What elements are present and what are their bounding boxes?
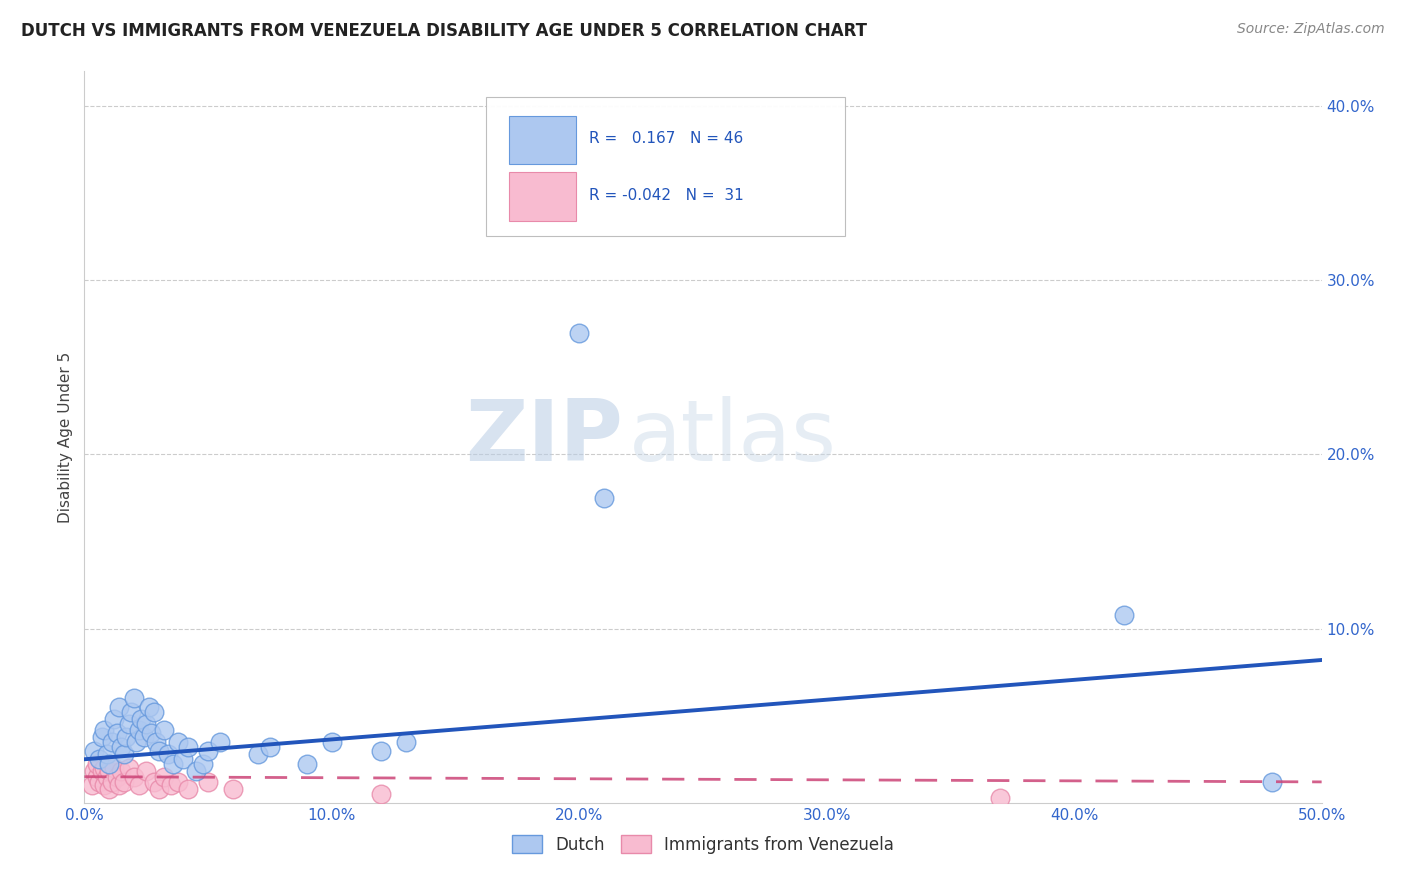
FancyBboxPatch shape — [486, 97, 845, 235]
Point — [118, 717, 141, 731]
Point — [145, 735, 167, 749]
Text: DUTCH VS IMMIGRANTS FROM VENEZUELA DISABILITY AGE UNDER 5 CORRELATION CHART: DUTCH VS IMMIGRANTS FROM VENEZUELA DISAB… — [21, 22, 868, 40]
Point — [93, 761, 115, 775]
Point — [197, 775, 219, 789]
Point — [105, 726, 128, 740]
Point — [184, 764, 207, 779]
Point — [148, 743, 170, 757]
Point — [148, 781, 170, 796]
Point — [118, 761, 141, 775]
Point — [138, 700, 160, 714]
Point — [128, 723, 150, 737]
Point — [115, 730, 138, 744]
Point — [112, 775, 135, 789]
Point — [246, 747, 269, 761]
Point — [197, 743, 219, 757]
Point — [321, 735, 343, 749]
Point — [120, 705, 142, 719]
Legend: Dutch, Immigrants from Venezuela: Dutch, Immigrants from Venezuela — [505, 829, 901, 860]
Point — [152, 770, 174, 784]
Point — [129, 712, 152, 726]
Text: R =   0.167   N = 46: R = 0.167 N = 46 — [589, 131, 744, 146]
Point — [172, 752, 194, 766]
Point — [110, 764, 132, 779]
Point — [132, 730, 155, 744]
Point — [191, 757, 214, 772]
Point — [103, 761, 125, 775]
Point — [96, 770, 118, 784]
Point — [100, 735, 122, 749]
Point — [209, 735, 232, 749]
Point — [177, 740, 200, 755]
Point — [370, 743, 392, 757]
Point — [98, 757, 121, 772]
Point — [122, 770, 145, 784]
Point — [125, 735, 148, 749]
Point — [142, 775, 165, 789]
Point — [83, 743, 105, 757]
FancyBboxPatch shape — [509, 116, 575, 164]
Point — [96, 747, 118, 761]
Point — [93, 723, 115, 737]
Point — [167, 735, 190, 749]
Point — [160, 778, 183, 792]
Point — [105, 770, 128, 784]
Point — [122, 691, 145, 706]
Point — [89, 752, 111, 766]
Text: R = -0.042   N =  31: R = -0.042 N = 31 — [589, 188, 744, 203]
Point — [98, 781, 121, 796]
Point — [162, 757, 184, 772]
Y-axis label: Disability Age Under 5: Disability Age Under 5 — [58, 351, 73, 523]
Point — [259, 740, 281, 755]
Point — [152, 723, 174, 737]
Point — [128, 778, 150, 792]
Point — [112, 747, 135, 761]
Point — [1112, 607, 1135, 622]
Point — [100, 775, 122, 789]
Point — [593, 491, 616, 505]
Point — [110, 740, 132, 755]
Text: Source: ZipAtlas.com: Source: ZipAtlas.com — [1237, 22, 1385, 37]
Point — [141, 726, 163, 740]
Point — [83, 764, 105, 779]
Point — [86, 757, 108, 772]
Point — [135, 717, 157, 731]
Point — [568, 326, 591, 340]
Point — [90, 764, 112, 779]
Point — [395, 735, 418, 749]
Point — [80, 778, 103, 792]
Point — [108, 700, 131, 714]
Point — [988, 790, 1011, 805]
Point — [89, 775, 111, 789]
Point — [90, 730, 112, 744]
Point — [108, 778, 131, 792]
Point — [103, 712, 125, 726]
Point — [177, 781, 200, 796]
Text: atlas: atlas — [628, 395, 837, 479]
Point — [98, 764, 121, 779]
Point — [295, 757, 318, 772]
Text: ZIP: ZIP — [465, 395, 623, 479]
Point — [157, 747, 180, 761]
Point — [135, 764, 157, 779]
Point — [142, 705, 165, 719]
Point — [370, 787, 392, 801]
Point — [1261, 775, 1284, 789]
Point — [93, 778, 115, 792]
FancyBboxPatch shape — [509, 172, 575, 220]
Point — [167, 775, 190, 789]
Point — [222, 781, 245, 796]
Point — [86, 770, 108, 784]
